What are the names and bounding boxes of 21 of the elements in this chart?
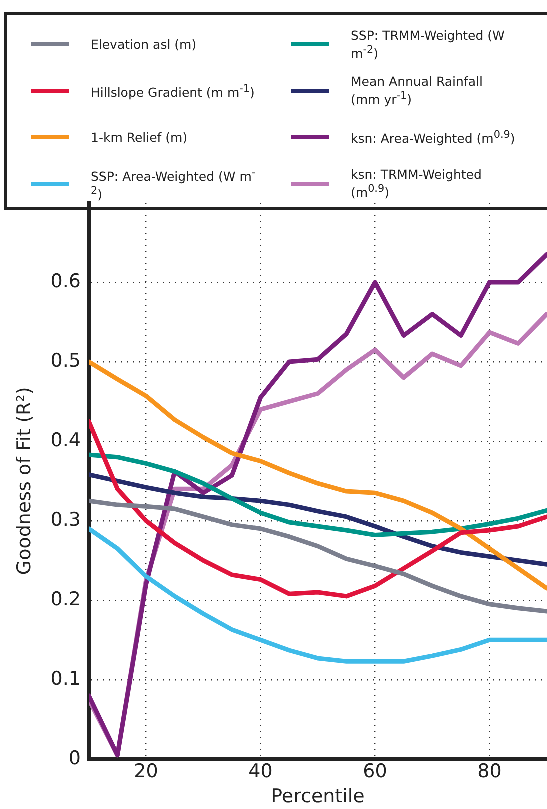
x-tick-label: 40 (248, 760, 273, 783)
y-tick-label: 0.3 (50, 508, 82, 531)
text: SSP: Area-Weighted (W m$^{-}$$^{2}$) (91, 166, 256, 202)
legend-label: Elevation asl (m) (91, 36, 198, 52)
y-tick-label: 0.1 (50, 668, 82, 690)
x-axis-title: Percentile (271, 786, 365, 808)
y-axis-title: Goodness of Fit (R²) (13, 387, 36, 576)
y-tick-label: 0 (68, 747, 82, 770)
legend-label: Hillslope Gradient (m m$^{-1}$) (91, 82, 256, 100)
x-tick-label: 80 (478, 760, 502, 783)
y-tick-label: 0.5 (50, 350, 82, 372)
x-tick-label: 20 (134, 760, 158, 783)
legend-label: ksn: Area-Weighted (m$^{0.9}$) (351, 128, 516, 146)
y-tick-label: 0.4 (50, 429, 82, 452)
legend-label: 1-km Relief (m) (91, 130, 189, 145)
legend-label: SSP: TRMM-Weighted (W m$^{-2}$) (351, 28, 506, 61)
y-tick-label: 0.6 (50, 270, 82, 292)
x-tick-label: 60 (363, 760, 388, 783)
legend-label: Mean Annual Rainfall (mm yr$^{-1}$) (351, 74, 484, 108)
legend-label: ksn: TRMM-Weighted (m$^{0.9}$) (351, 167, 483, 200)
y-tick-label: 0.2 (50, 588, 82, 610)
